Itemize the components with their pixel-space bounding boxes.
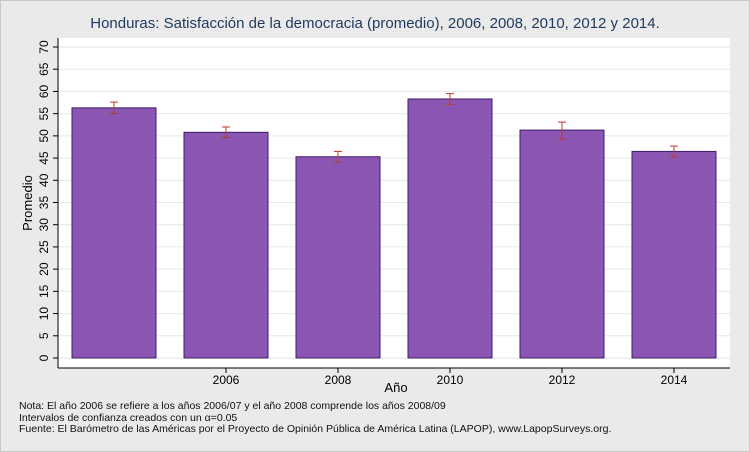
chart-notes: Nota: El año 2006 se refiere a los años … xyxy=(19,400,612,436)
bar xyxy=(407,98,493,359)
y-tick-label: 40 xyxy=(37,173,51,187)
y-tick-label: 15 xyxy=(37,284,51,298)
y-tick-label: 50 xyxy=(37,129,51,143)
axes: 0 5 10 15 20 25 30 35 40 45 50 55 60 65 70 2006 2008 2010… xyxy=(37,38,730,387)
note-line: Nota: El año 2006 se refiere a los años … xyxy=(19,400,446,412)
source-note: Fuente: El Barómetro de las Américas por… xyxy=(19,423,612,435)
bar xyxy=(631,150,717,359)
y-tick-label: 20 xyxy=(37,262,51,276)
bar xyxy=(519,129,605,359)
bars xyxy=(71,98,717,359)
error-bars xyxy=(110,93,678,163)
x-axis-title: Año xyxy=(384,380,407,395)
bar xyxy=(183,131,269,359)
y-axis-title: Promedio xyxy=(20,175,35,231)
x-tick-label: 2008 xyxy=(325,373,352,387)
bar xyxy=(295,156,381,359)
bar xyxy=(71,107,157,359)
y-tick-label: 55 xyxy=(37,107,51,121)
confidence-note: Intervalos de confianza creados con un α… xyxy=(19,411,238,424)
y-tick-label: 60 xyxy=(37,84,51,98)
y-tick-label: 25 xyxy=(37,240,51,254)
y-tick-label: 70 xyxy=(37,40,51,54)
chart-title: Honduras: Satisfacción de la democracia … xyxy=(90,15,660,32)
x-tick-label: 2012 xyxy=(549,373,576,387)
x-tick-label: 2006 xyxy=(213,373,240,387)
y-tick-label: 5 xyxy=(37,332,51,339)
x-tick-label: 2010 xyxy=(437,373,464,387)
y-tick-label: 0 xyxy=(37,354,51,361)
x-tick-label: 2014 xyxy=(661,373,688,387)
y-tick-label: 10 xyxy=(37,307,51,321)
gridlines xyxy=(58,46,730,359)
y-tick-label: 65 xyxy=(37,62,51,76)
y-tick-label: 30 xyxy=(37,218,51,232)
y-tick-label: 35 xyxy=(37,196,51,210)
y-tick-label: 45 xyxy=(37,151,51,165)
